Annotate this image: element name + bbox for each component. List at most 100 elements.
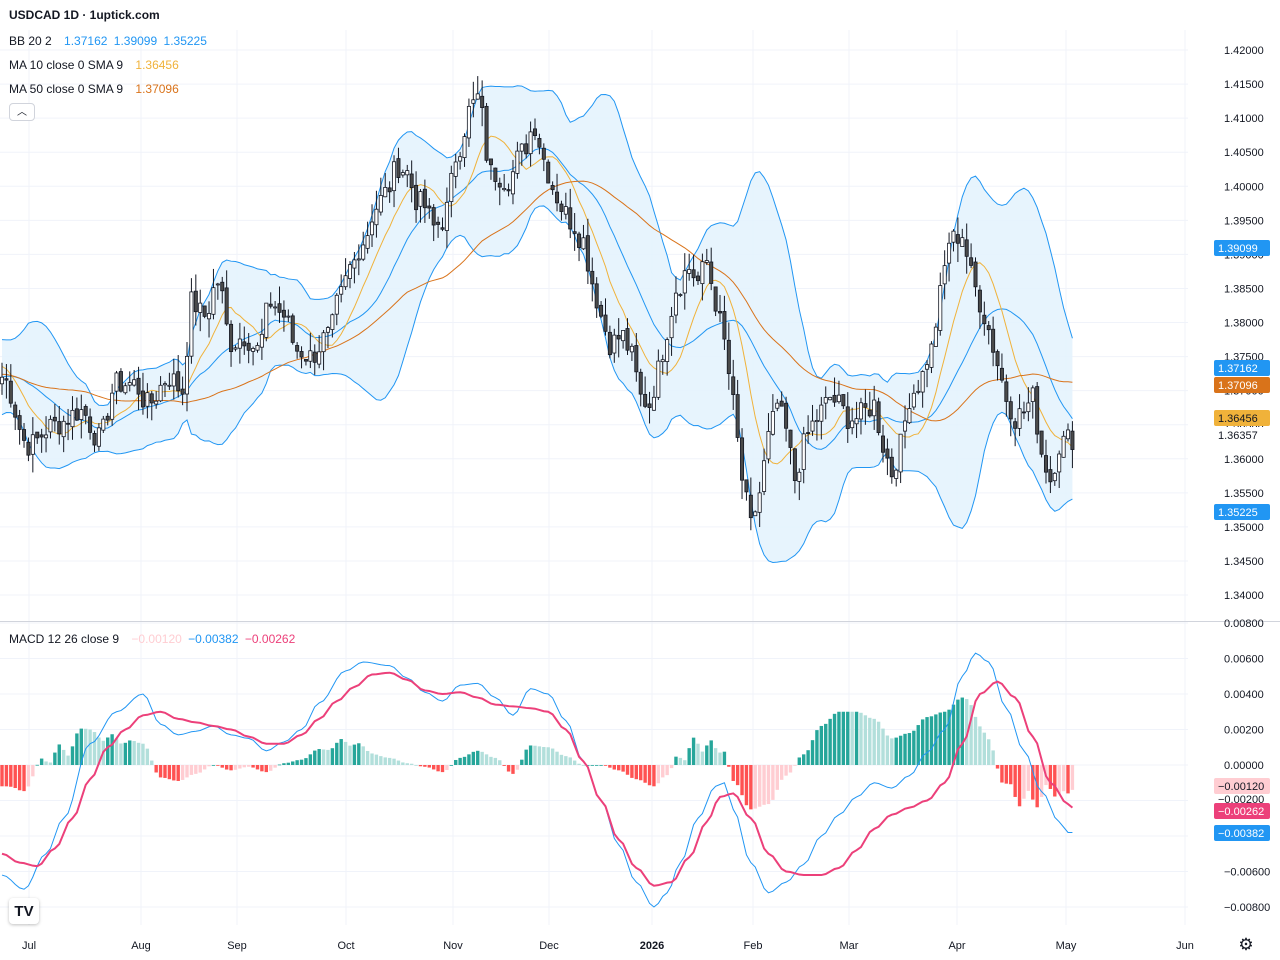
candle — [202, 305, 207, 319]
candle — [13, 401, 18, 431]
candle — [356, 244, 361, 276]
candle-body — [700, 261, 705, 285]
candle-body — [867, 409, 872, 417]
macd-histogram-bar — [167, 765, 172, 780]
badge-macd-hist-bg — [1214, 778, 1270, 794]
legend-bb-basis: 1.37162 — [64, 34, 108, 48]
macd-histogram-bar — [744, 765, 749, 806]
macd-histogram-bar — [1000, 765, 1004, 783]
candle-body — [83, 406, 88, 416]
candle — [656, 349, 661, 400]
candle — [352, 251, 357, 284]
candle — [986, 321, 991, 345]
candle-body — [907, 408, 912, 424]
legend-macd[interactable]: MACD 12 26 close 9 −0.00120 −0.00382 −0.… — [9, 632, 298, 646]
time-tick-label: Sep — [227, 940, 247, 952]
candle-body — [308, 350, 313, 362]
macd-histogram-bar — [202, 765, 207, 770]
candle-body — [295, 345, 300, 352]
macd-histogram-bar — [709, 740, 713, 765]
candle — [938, 272, 943, 336]
candle — [718, 294, 723, 323]
candle-body — [903, 420, 908, 432]
candle — [334, 293, 339, 326]
macd-histogram-bar — [696, 743, 700, 765]
candle-body — [202, 305, 207, 317]
macd-histogram-bar — [793, 765, 797, 766]
collapse-legend-button[interactable]: ︿ — [9, 103, 35, 121]
candle-body — [814, 420, 819, 423]
candle — [118, 368, 123, 393]
candle — [625, 318, 630, 355]
badge-macd-value-text: −0.00382 — [1218, 828, 1264, 840]
macd-histogram-bar — [762, 765, 766, 805]
chevron-up-icon: ︿ — [17, 107, 27, 118]
candle — [1043, 439, 1048, 484]
candle-body — [105, 415, 110, 421]
macd-histogram-bar — [57, 744, 61, 765]
candle — [79, 394, 84, 439]
candle-body — [48, 418, 53, 433]
macd-histogram-bar — [211, 765, 216, 766]
macd-histogram-bar — [647, 765, 652, 786]
candle — [396, 147, 401, 184]
macd-histogram-bar — [392, 758, 396, 765]
time-axis[interactable]: Jul Aug Sep Oct Nov Dec 2026 Feb Mar Apr May Jun — [22, 940, 1194, 952]
candle-body — [585, 235, 590, 272]
macd-histogram-bar — [577, 763, 581, 765]
macd-histogram-bar — [987, 739, 991, 765]
candle-body — [673, 292, 678, 316]
legend-ma10[interactable]: MA 10 close 0 SMA 9 1.36456 — [9, 58, 182, 72]
candle — [858, 397, 863, 435]
candle — [92, 430, 97, 452]
candle-body — [259, 333, 264, 348]
badge-bb-basis: 1.37162 — [1214, 360, 1270, 376]
candle — [925, 359, 930, 388]
candle-body — [61, 420, 66, 438]
macd-histogram-bar — [110, 734, 114, 765]
tradingview-logo-icon[interactable]: TV — [9, 898, 39, 924]
candle-body — [999, 367, 1004, 381]
macd-histogram-bar — [35, 764, 39, 766]
candle-body — [836, 394, 841, 403]
macd-histogram-bar — [854, 711, 859, 765]
macd-axis[interactable]: 0.00800 0.00600 0.00400 0.00200 0.00000 −0.00… — [1224, 618, 1270, 914]
candle-body — [242, 341, 247, 347]
candle-body — [502, 188, 507, 191]
legend-ma50[interactable]: MA 50 close 0 SMA 9 1.37096 — [9, 82, 182, 96]
gear-icon[interactable]: ⚙ — [1238, 935, 1254, 954]
macd-histogram-bar — [440, 765, 445, 773]
candle-body — [515, 150, 520, 174]
time-tick-label: Jul — [22, 940, 36, 952]
candle-body — [484, 105, 489, 161]
macd-histogram-bar — [594, 765, 599, 766]
candle-body — [594, 283, 599, 309]
candle — [330, 313, 335, 338]
candle-body — [682, 270, 687, 294]
legend-bb[interactable]: BB 20 2 1.37162 1.39099 1.35225 — [9, 34, 210, 48]
legend-bb-lower: 1.35225 — [163, 34, 207, 48]
macd-histogram-bar — [881, 728, 885, 765]
candle — [1017, 394, 1022, 437]
macd-histogram-bar — [9, 765, 13, 787]
candle — [533, 118, 538, 141]
candle — [797, 468, 802, 501]
candle-body — [894, 469, 899, 479]
candle-body — [378, 195, 383, 213]
moving-averages — [1, 135, 1073, 465]
price-tick-label: 1.39500 — [1224, 215, 1264, 227]
macd-histogram-bar — [894, 737, 898, 765]
candle — [154, 391, 159, 409]
candle-body — [955, 234, 960, 244]
macd-histogram-bar — [713, 748, 718, 765]
macd-histogram-bar — [934, 714, 938, 765]
candle-body — [466, 105, 471, 139]
macd-histogram-bar — [863, 715, 868, 765]
candle-body — [343, 275, 348, 288]
macd-histogram-bar — [555, 751, 559, 765]
candle-body — [669, 315, 674, 339]
candle-body — [537, 138, 542, 148]
candle — [215, 282, 220, 300]
candle — [519, 143, 524, 166]
